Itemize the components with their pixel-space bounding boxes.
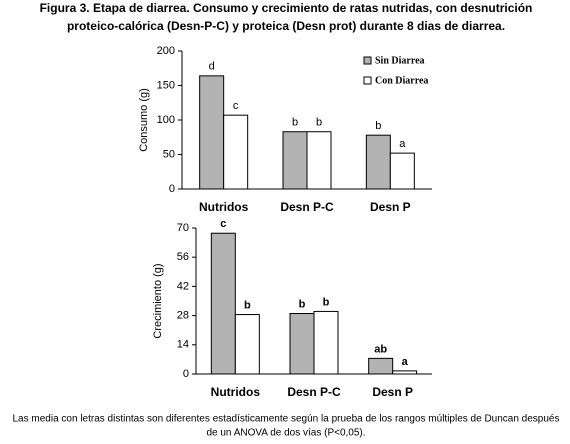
y-tick-label: 14 (177, 339, 189, 351)
figure-title: Figura 3. Etapa de diarrea. Consumo y cr… (40, 1, 533, 15)
bar (282, 131, 308, 190)
x-tick-label: Nutridos (211, 385, 261, 399)
x-tick-label: Desn P-C (287, 385, 341, 399)
bar-letter: b (299, 298, 306, 310)
bar-letter: a (402, 356, 409, 368)
bar (234, 314, 260, 375)
bar-letter: ab (374, 343, 387, 355)
bar (223, 114, 249, 190)
bar (313, 310, 339, 375)
bar-letter: a (399, 138, 406, 150)
bar (368, 357, 394, 375)
bar-letter: d (209, 61, 215, 73)
y-tick-label: 150 (157, 79, 175, 91)
caption: Las media con letras distintas son difer… (13, 414, 560, 425)
y-tick-label: 28 (177, 310, 189, 322)
y-tick-label: 100 (157, 114, 175, 126)
bar (365, 134, 391, 190)
x-tick-label: Desn P-C (280, 200, 334, 214)
y-tick-label: 42 (177, 280, 189, 292)
y-axis-label: Crecimiento (g) (152, 263, 164, 338)
y-tick-label: 50 (163, 148, 175, 160)
bar-letter: b (375, 120, 381, 132)
x-tick-label: Desn P (372, 385, 413, 399)
bar (389, 152, 415, 190)
legend-label: Sin Diarrea (375, 55, 425, 66)
figure-title: proteico-calórica (Desn-P-C) y proteica … (67, 19, 505, 33)
y-tick-label: 0 (183, 368, 189, 380)
bar-letter: b (323, 296, 330, 308)
x-tick-label: Desn P (370, 200, 411, 214)
bar-letter: b (316, 117, 322, 129)
y-tick-label: 56 (177, 251, 189, 263)
legend-swatch (363, 76, 372, 85)
bar-letter: c (220, 218, 226, 230)
bar (210, 232, 236, 375)
y-tick-label: 200 (157, 45, 175, 57)
bar-letter: c (233, 100, 239, 112)
legend-swatch (363, 56, 372, 65)
caption: de un ANOVA de dos vías (P<0,05). (206, 428, 365, 439)
bar-letter: b (244, 299, 251, 311)
bar (306, 131, 332, 190)
bar (289, 313, 315, 375)
bar (199, 75, 225, 190)
y-axis-label: Consumo (g) (138, 88, 150, 152)
bar-letter: b (292, 117, 298, 129)
legend-label: Con Diarrea (375, 75, 428, 86)
y-tick-label: 0 (169, 183, 175, 195)
x-tick-label: Nutridos (199, 200, 249, 214)
y-tick-label: 70 (177, 222, 189, 234)
